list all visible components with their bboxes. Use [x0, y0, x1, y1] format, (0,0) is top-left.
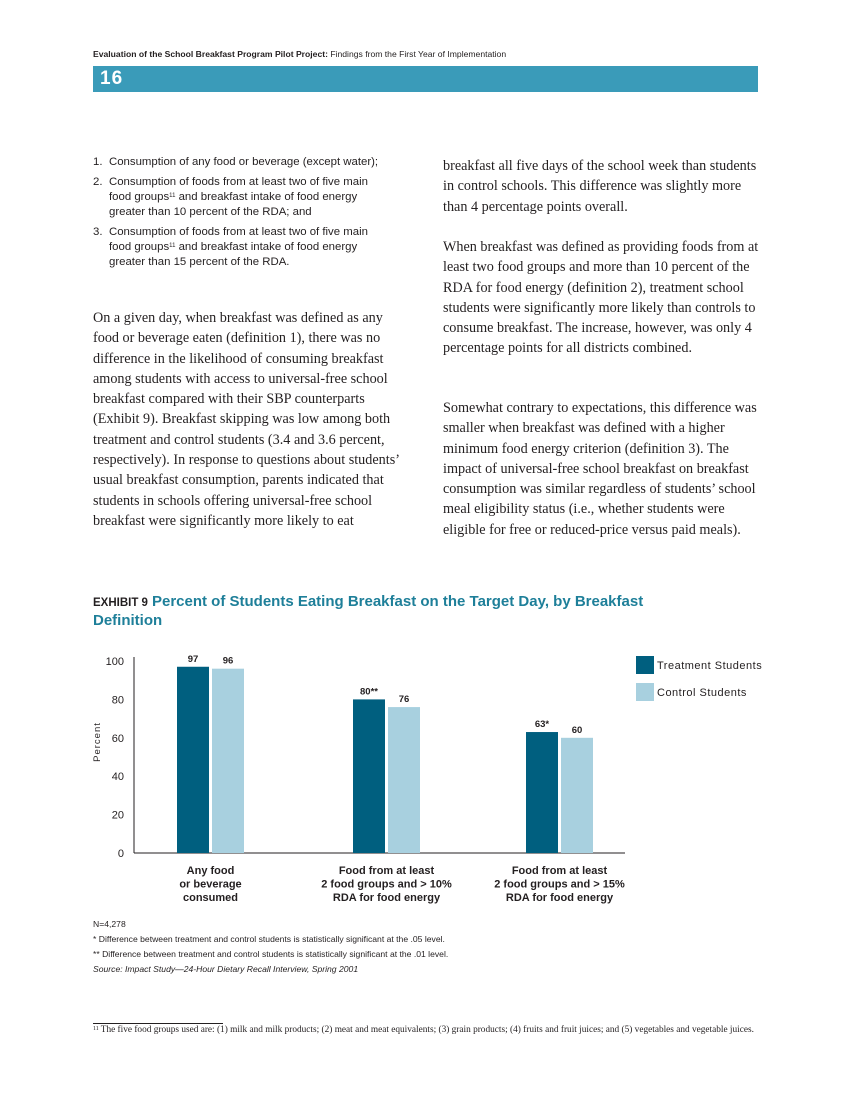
legend-label: Treatment Students: [657, 660, 762, 672]
definition-text: Consumption of any food or beverage (exc…: [109, 156, 379, 168]
category-label: consumed: [183, 892, 238, 904]
bar-control: [388, 707, 420, 853]
footnote-divider: [93, 1023, 223, 1024]
data-label: 76: [399, 694, 410, 705]
exhibit-tag: EXHIBIT 9: [93, 597, 148, 609]
y-tick-label: 20: [112, 810, 124, 822]
definition-text: Consumption of foods from at least two o…: [109, 176, 368, 203]
footnote-mark: 11: [93, 1026, 99, 1032]
source-note: Source: Impact Study—24-Hour Dietary Rec…: [93, 964, 359, 974]
body-paragraph-right-3: Somewhat contrary to expectations, this …: [443, 400, 757, 538]
data-label: 80**: [360, 686, 378, 697]
significance-note-05: * Difference between treatment and contr…: [93, 934, 445, 944]
y-tick-label: 0: [118, 848, 124, 860]
body-paragraph-right-2: When breakfast was defined as providing …: [443, 239, 759, 357]
bar-treatment: [177, 666, 209, 853]
page-number: 16: [100, 68, 124, 89]
footnote: 11 The five food groups used are: (1) mil…: [93, 1025, 771, 1036]
chart-notes: N=4,278 * Difference between treatment a…: [93, 917, 448, 977]
definition-item: 3. Consumption of foods from at least two…: [93, 225, 393, 270]
legend-label: Control Students: [657, 687, 747, 699]
body-paragraph-right-1: breakfast all five days of the school we…: [443, 158, 757, 215]
category-label: 2 food groups and > 15%: [494, 879, 625, 891]
legend-swatch-control: [636, 683, 654, 701]
category-label: Any food: [187, 865, 235, 877]
significance-note-01: ** Difference between treatment and cont…: [93, 949, 449, 959]
definition-number: 2.: [93, 176, 103, 188]
bar-treatment: [353, 699, 385, 853]
sample-size-note: N=4,278: [93, 919, 126, 929]
category-label: RDA for food energy: [506, 892, 614, 904]
footnote-text: The five food groups used are: (1) milk …: [100, 1025, 754, 1035]
bar-treatment: [526, 732, 558, 853]
definition-text-cont: and breakfast intake of food energy grea…: [109, 241, 358, 268]
definition-number: 3.: [93, 226, 103, 238]
footnote-ref: 11: [169, 193, 176, 199]
running-head: Evaluation of the School Breakfast Progr…: [93, 49, 506, 59]
y-axis-label: Percent: [92, 722, 103, 762]
definition-text-cont: and breakfast intake of food energy grea…: [109, 191, 358, 218]
data-label: 97: [188, 654, 199, 665]
data-label: 60: [572, 725, 583, 736]
category-label: 2 food groups and > 10%: [321, 879, 452, 891]
data-label: 96: [223, 656, 234, 667]
exhibit-heading: EXHIBIT 9 Percent of Students Eating Brea…: [93, 593, 693, 630]
legend-swatch-treatment: [636, 656, 654, 674]
definition-item: 2. Consumption of foods from at least two…: [93, 175, 393, 220]
report-subtitle: Findings from the First Year of Implemen…: [330, 49, 507, 59]
category-label: Food from at least: [339, 865, 435, 877]
bar-control: [212, 668, 244, 853]
category-label: RDA for food energy: [333, 892, 441, 904]
definition-text: Consumption of foods from at least two o…: [109, 226, 368, 253]
body-paragraph-left: On a given day, when breakfast was defin…: [93, 310, 399, 529]
footnote-ref: 11: [169, 243, 176, 249]
definition-list: 1. Consumption of any food or beverage (e…: [93, 155, 393, 275]
category-label: or beverage: [179, 879, 241, 891]
y-tick-label: 40: [112, 771, 124, 783]
definition-number: 1.: [93, 156, 103, 168]
y-tick-label: 100: [106, 656, 124, 668]
exhibit-title: Percent of Students Eating Breakfast on …: [93, 593, 644, 629]
y-tick-label: 80: [112, 694, 124, 706]
bar-control: [561, 737, 593, 853]
y-tick-label: 60: [112, 733, 124, 745]
category-label: Food from at least: [512, 865, 608, 877]
page-number-band: 16: [93, 66, 758, 92]
definition-item: 1. Consumption of any food or beverage (e…: [93, 155, 393, 170]
report-title: Evaluation of the School Breakfast Progr…: [93, 49, 328, 59]
data-label: 63*: [535, 719, 550, 730]
